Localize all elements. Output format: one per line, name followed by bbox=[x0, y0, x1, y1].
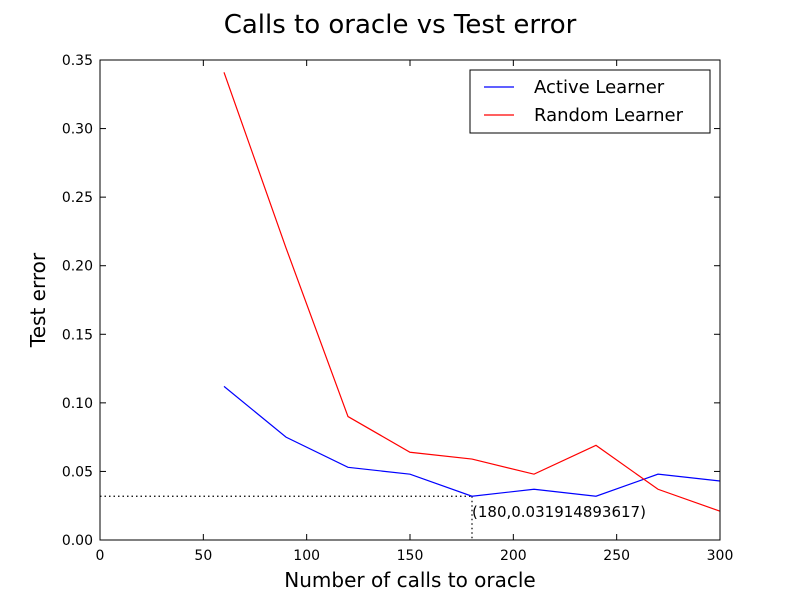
chart-title: Calls to oracle vs Test error bbox=[224, 10, 577, 40]
x-tick-label: 300 bbox=[707, 548, 734, 564]
x-tick-label: 50 bbox=[194, 548, 212, 564]
y-tick-label: 0.35 bbox=[62, 53, 93, 69]
legend-label-active-learner: Active Learner bbox=[534, 77, 665, 98]
series-line-active-learner bbox=[223, 385, 721, 497]
y-tick-label: 0.00 bbox=[62, 533, 93, 549]
x-tick-label: 100 bbox=[293, 548, 320, 564]
y-tick-label: 0.20 bbox=[62, 259, 93, 275]
x-tick-label: 250 bbox=[603, 548, 630, 564]
y-axis-title: Test error bbox=[26, 252, 50, 348]
x-axis-title: Number of calls to oracle bbox=[284, 568, 535, 592]
x-tick-label: 150 bbox=[397, 548, 424, 564]
legend: Active Learner Random Learner bbox=[469, 69, 711, 134]
x-axis-ticks: 0 50 100 150 200 250 300 bbox=[96, 60, 734, 564]
y-tick-label: 0.05 bbox=[62, 464, 93, 480]
legend-box bbox=[469, 69, 711, 134]
x-tick-label: 0 bbox=[96, 548, 105, 564]
annotation-label: (180,0.031914893617) bbox=[472, 503, 646, 521]
y-tick-label: 0.10 bbox=[62, 396, 93, 412]
x-tick-label: 200 bbox=[500, 548, 527, 564]
series-layer bbox=[223, 72, 721, 512]
y-tick-label: 0.25 bbox=[62, 190, 93, 206]
y-tick-label: 0.15 bbox=[62, 327, 93, 343]
annotation-reference-lines bbox=[100, 495, 473, 540]
legend-label-random-learner: Random Learner bbox=[534, 105, 684, 126]
y-tick-label: 0.30 bbox=[62, 122, 93, 138]
y-axis-ticks: 0.00 0.05 0.10 0.15 0.20 0.25 0.30 0.35 bbox=[62, 53, 720, 549]
series-line-random-learner bbox=[223, 72, 721, 512]
